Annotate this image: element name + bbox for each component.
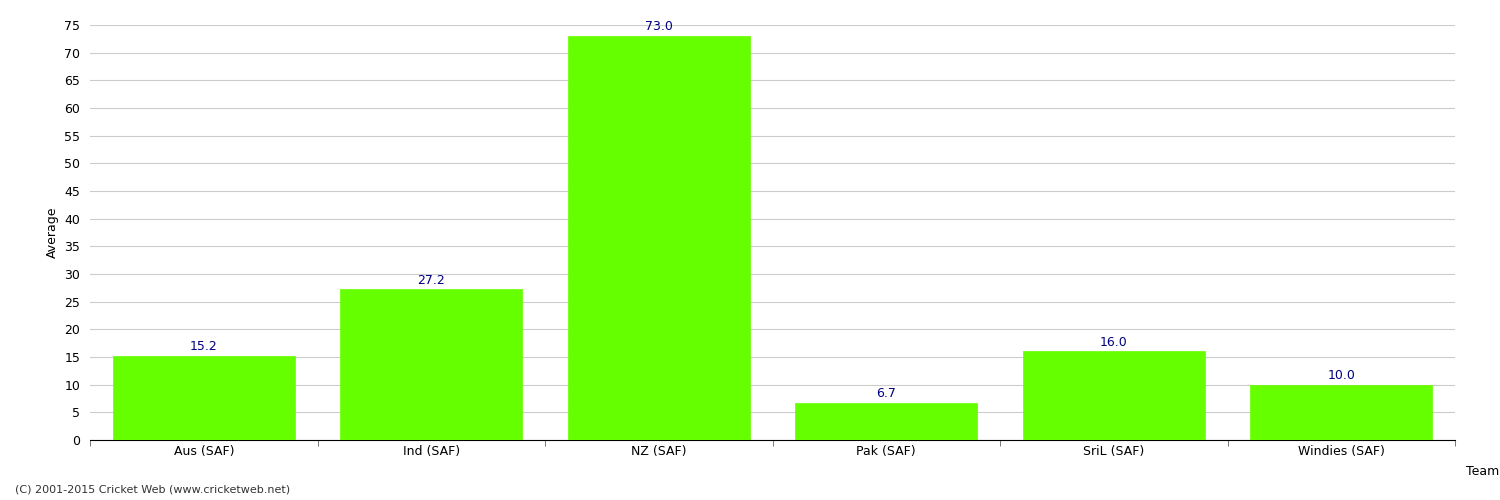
Text: 6.7: 6.7 bbox=[876, 387, 896, 400]
Y-axis label: Average: Average bbox=[45, 207, 58, 258]
Bar bbox=[112, 356, 294, 440]
Text: 15.2: 15.2 bbox=[190, 340, 217, 353]
Bar bbox=[340, 290, 522, 440]
Bar bbox=[567, 36, 750, 440]
Text: 16.0: 16.0 bbox=[1100, 336, 1128, 348]
Text: 10.0: 10.0 bbox=[1328, 369, 1354, 382]
Bar bbox=[1023, 352, 1204, 440]
X-axis label: Team: Team bbox=[1466, 465, 1498, 478]
Bar bbox=[1251, 384, 1432, 440]
Text: 73.0: 73.0 bbox=[645, 20, 672, 34]
Text: (C) 2001-2015 Cricket Web (www.cricketweb.net): (C) 2001-2015 Cricket Web (www.cricketwe… bbox=[15, 485, 290, 495]
Bar bbox=[795, 403, 978, 440]
Text: 27.2: 27.2 bbox=[417, 274, 446, 286]
